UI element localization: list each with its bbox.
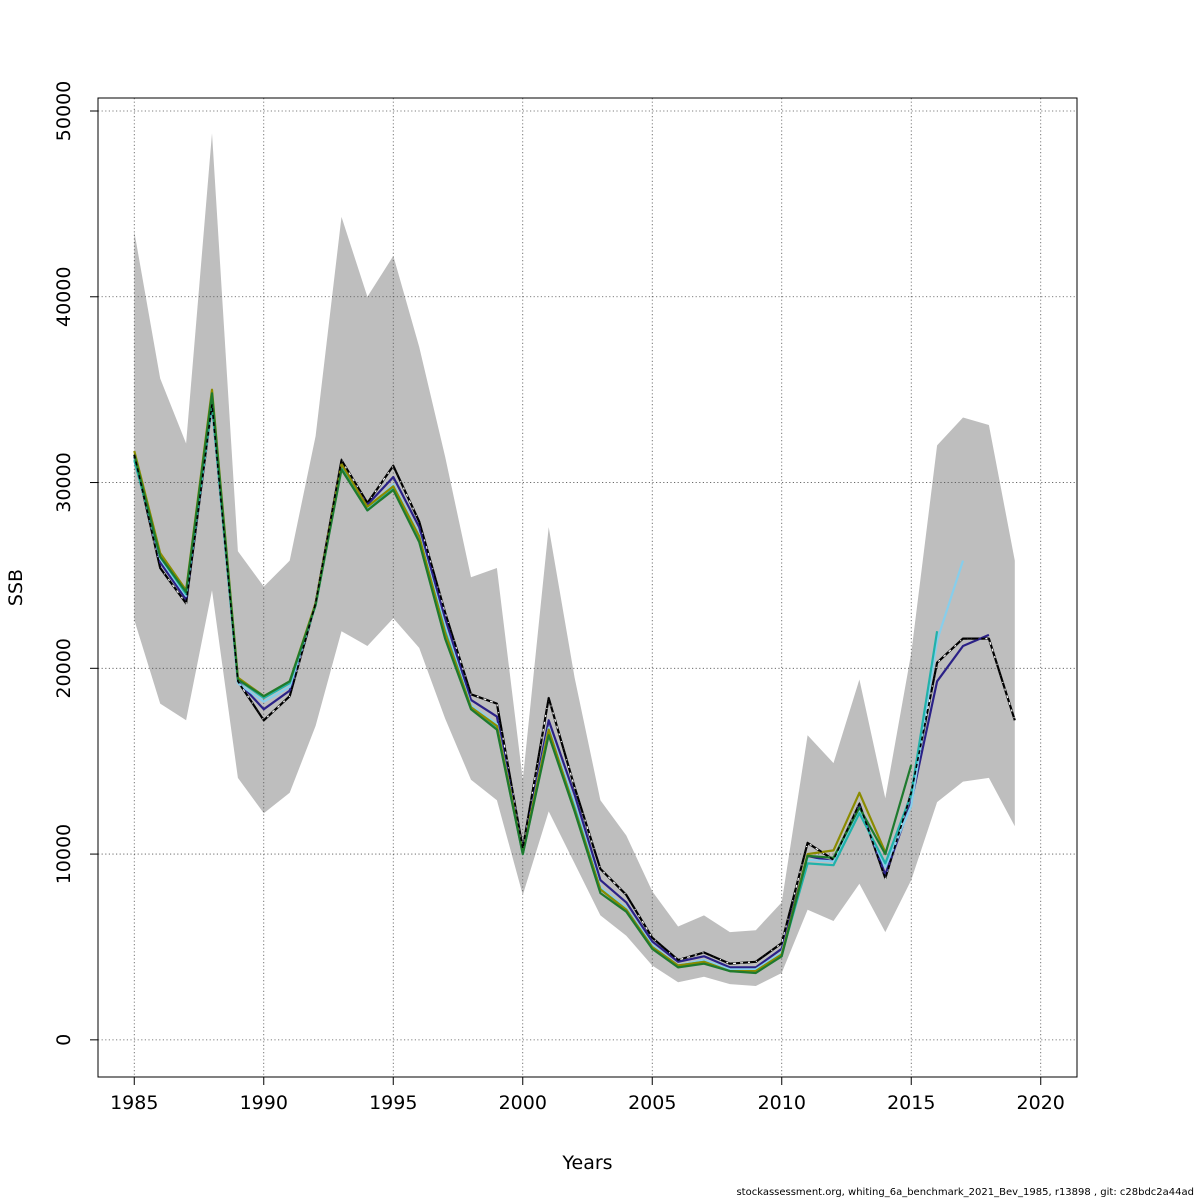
y-tick-label: 50000 bbox=[53, 81, 75, 141]
y-tick-label: 0 bbox=[53, 1034, 75, 1046]
grid-lines bbox=[98, 98, 1077, 1077]
y-tick-label: 30000 bbox=[53, 452, 75, 512]
series-line-2 bbox=[133, 403, 965, 971]
source-footnote: stockassessment.org, whiting_6a_benchmar… bbox=[736, 1187, 1194, 1198]
x-tick-label: 2010 bbox=[758, 1092, 806, 1114]
confidence-band bbox=[134, 133, 1015, 987]
x-tick-label: 2005 bbox=[628, 1092, 676, 1114]
confidence-band-area bbox=[134, 133, 1015, 987]
y-tick-label: 20000 bbox=[53, 638, 75, 698]
x-tick-label: 1995 bbox=[369, 1092, 417, 1114]
x-tick-label: 2020 bbox=[1017, 1092, 1065, 1114]
x-tick-label: 1985 bbox=[110, 1092, 158, 1114]
plot-frame bbox=[97, 97, 1078, 1078]
x-tick-label: 2000 bbox=[499, 1092, 547, 1114]
y-tick-label: 10000 bbox=[53, 824, 75, 884]
x-tick-label: 2015 bbox=[887, 1092, 935, 1114]
y-axis-title: SSB bbox=[5, 569, 27, 606]
series-line-5 bbox=[133, 392, 913, 975]
ssb-series bbox=[133, 388, 1016, 975]
series-line-0-dash bbox=[133, 404, 1016, 965]
x-axis-title: Years bbox=[561, 1152, 612, 1174]
y-tick-label: 40000 bbox=[53, 267, 75, 327]
reference-series-dashed bbox=[133, 404, 1016, 965]
x-tick-label: 1990 bbox=[240, 1092, 288, 1114]
axes: 1985 1990 1995 2000 2005 2010 2015 2020 0 10000 20… bbox=[53, 81, 1065, 1114]
